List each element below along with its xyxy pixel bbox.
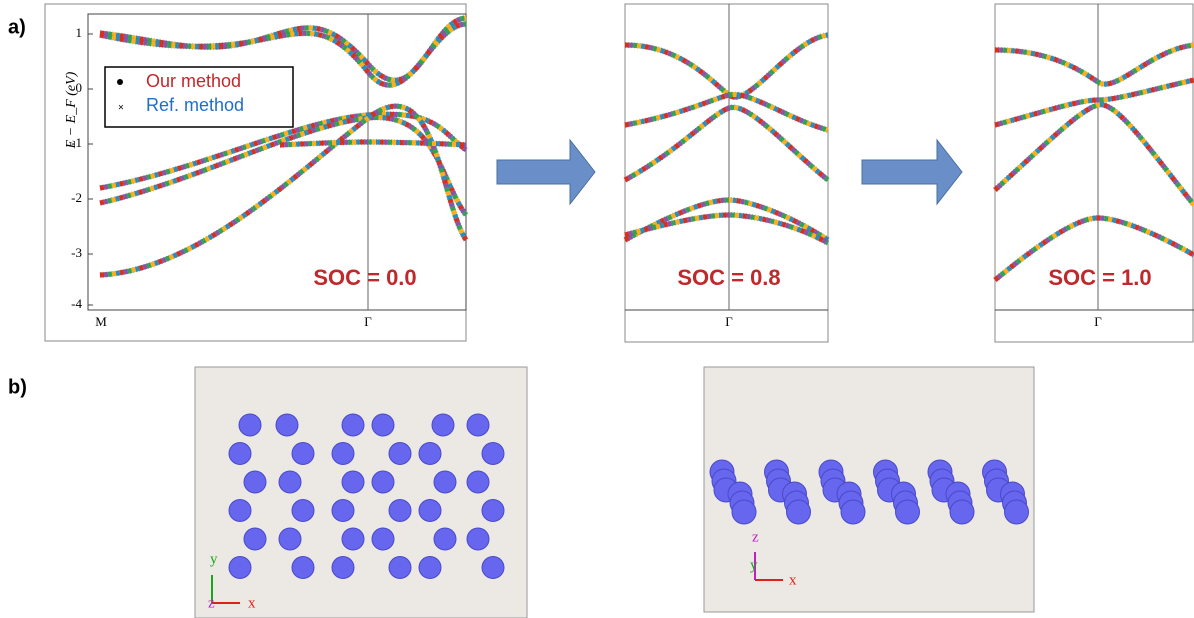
atom bbox=[342, 414, 364, 436]
atom bbox=[292, 557, 314, 579]
arrow bbox=[862, 140, 962, 204]
atom bbox=[419, 500, 441, 522]
x-tick-label: Γ bbox=[364, 314, 372, 329]
atom bbox=[292, 500, 314, 522]
x-tick-label: M bbox=[95, 314, 107, 329]
atom bbox=[1005, 500, 1029, 524]
atom bbox=[342, 471, 364, 493]
atom bbox=[389, 557, 411, 579]
atom bbox=[332, 557, 354, 579]
legend-marker bbox=[117, 79, 123, 85]
annotation: SOC = 0.8 bbox=[677, 265, 780, 290]
atom bbox=[239, 414, 261, 436]
atom bbox=[372, 471, 394, 493]
atom bbox=[732, 500, 756, 524]
legend-entry: Ref. method bbox=[146, 95, 244, 115]
y-tick-label: 0 bbox=[76, 80, 83, 95]
atom bbox=[467, 528, 489, 550]
atom bbox=[841, 500, 865, 524]
atom bbox=[332, 443, 354, 465]
y-tick-label: -4 bbox=[71, 296, 82, 311]
legend-marker: × bbox=[118, 103, 124, 114]
atom bbox=[342, 528, 364, 550]
atom bbox=[389, 443, 411, 465]
atom bbox=[482, 500, 504, 522]
y-tick-label: -3 bbox=[71, 245, 82, 260]
atom bbox=[292, 443, 314, 465]
axis-name: z bbox=[208, 595, 215, 611]
x-tick-label: Γ bbox=[725, 314, 733, 329]
structure-view bbox=[704, 367, 1034, 612]
y-tick-label: -2 bbox=[71, 190, 82, 205]
atom bbox=[372, 414, 394, 436]
panel-label: b) bbox=[8, 376, 27, 398]
atom bbox=[950, 500, 974, 524]
atom bbox=[279, 471, 301, 493]
axis-name: x bbox=[789, 572, 797, 588]
atom bbox=[434, 471, 456, 493]
panel-label: a) bbox=[8, 16, 26, 38]
atom bbox=[467, 471, 489, 493]
axis-name: x bbox=[248, 595, 256, 611]
arrow bbox=[497, 140, 595, 204]
annotation: SOC = 0.0 bbox=[313, 265, 416, 290]
atom bbox=[434, 528, 456, 550]
atom bbox=[244, 528, 266, 550]
y-tick-label: 1 bbox=[76, 25, 83, 40]
annotation: SOC = 1.0 bbox=[1048, 265, 1151, 290]
plot-frame bbox=[45, 4, 466, 341]
atom bbox=[276, 414, 298, 436]
atom bbox=[419, 443, 441, 465]
atom bbox=[229, 557, 251, 579]
atom bbox=[467, 414, 489, 436]
atom bbox=[229, 443, 251, 465]
atom bbox=[332, 500, 354, 522]
atom bbox=[432, 414, 454, 436]
x-tick-label: Γ bbox=[1094, 314, 1102, 329]
atom bbox=[896, 500, 920, 524]
atom bbox=[482, 443, 504, 465]
plot-frame bbox=[625, 4, 828, 342]
atom bbox=[419, 557, 441, 579]
y-tick-label: -1 bbox=[71, 135, 82, 150]
figure: a) b) × Our method Ref. method E − E_F (… bbox=[0, 0, 1194, 618]
axis-name: z bbox=[752, 529, 759, 545]
axis-name: y bbox=[210, 551, 218, 567]
atom bbox=[244, 471, 266, 493]
axis-name: y bbox=[750, 557, 758, 573]
atom bbox=[389, 500, 411, 522]
atom bbox=[787, 500, 811, 524]
atom bbox=[279, 528, 301, 550]
atom bbox=[482, 557, 504, 579]
atom bbox=[229, 500, 251, 522]
atom bbox=[372, 528, 394, 550]
legend-entry: Our method bbox=[146, 71, 241, 91]
